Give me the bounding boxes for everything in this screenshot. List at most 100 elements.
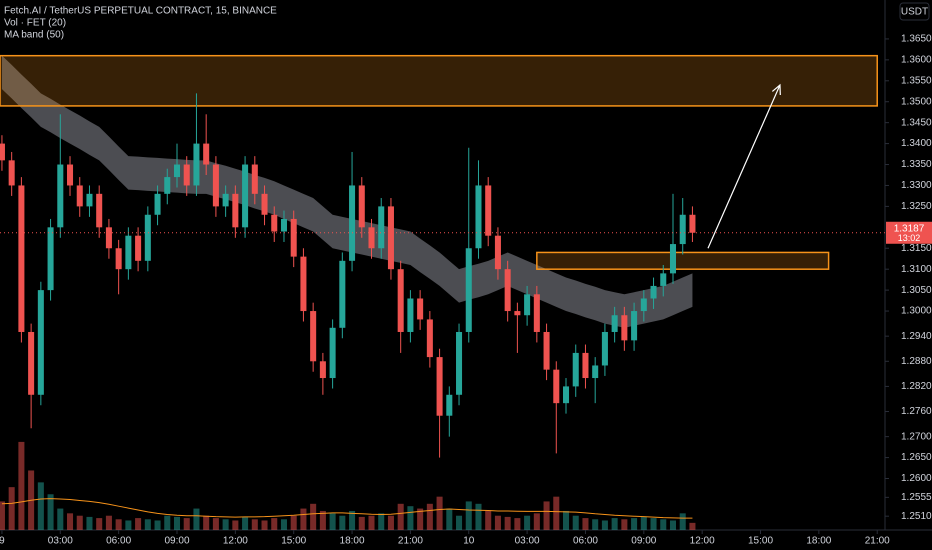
indicator-label: MA band (50) (4, 30, 64, 41)
volume-bar (611, 518, 618, 530)
candle-body (96, 193, 103, 228)
volume-bar (601, 520, 608, 530)
x-tick-label: 06:00 (106, 536, 131, 547)
x-tick-label: 09:00 (164, 536, 189, 547)
volume-bar (271, 518, 278, 530)
y-tick-label: 1.3500 (901, 96, 932, 107)
x-tick-label: 09:00 (631, 536, 656, 547)
volume-bar (660, 519, 667, 530)
y-tick-label: 1.2820 (901, 381, 932, 392)
candle-body (37, 290, 44, 395)
volume-bar (125, 520, 132, 530)
volume-bar (446, 508, 453, 530)
volume-bar (329, 513, 336, 530)
candle-body (222, 193, 229, 207)
volume-ma-line (1, 498, 693, 519)
volume-bar (222, 519, 229, 530)
candle-body (504, 269, 511, 312)
ma-band (1, 55, 693, 328)
candle-body (125, 235, 132, 270)
x-tick-label: 18:00 (806, 536, 831, 547)
volume-bar (494, 515, 501, 530)
candle-body (660, 273, 667, 286)
volume-bar (475, 503, 482, 530)
candle-body (290, 218, 297, 257)
volume-bar (319, 510, 326, 530)
volume-bar (504, 516, 511, 530)
x-tick-label: 03:00 (515, 536, 540, 547)
y-tick-label: 1.2510 (901, 511, 932, 522)
volume-bar (669, 520, 677, 530)
volume-bar (397, 503, 404, 530)
candle-body (669, 244, 677, 274)
candle-body (329, 327, 336, 379)
candle-body (47, 227, 54, 291)
y-tick-label: 1.3550 (901, 75, 932, 86)
y-tick-label: 1.3300 (901, 180, 932, 191)
candle-body (407, 298, 414, 332)
volume-bar (76, 515, 83, 530)
volume-bar (86, 516, 93, 530)
y-tick-label: 1.3600 (901, 55, 932, 66)
x-tick-label: 18:00 (340, 536, 365, 547)
volume-bar (407, 506, 414, 530)
candle-body (67, 164, 74, 186)
volume-bar (339, 515, 346, 530)
volume-bar (203, 515, 210, 530)
candle-body (203, 143, 210, 165)
candle-body (562, 386, 570, 404)
volume-bar (164, 515, 171, 530)
volume-bar (524, 515, 531, 530)
volume-bar (465, 501, 472, 530)
candle-body (436, 357, 443, 416)
currency-label[interactable]: USDT (901, 7, 928, 18)
volume-bar (650, 518, 657, 530)
candle-body (8, 160, 15, 186)
volume-bar (96, 518, 103, 530)
volume-bar (115, 519, 122, 530)
candle-body (543, 331, 550, 370)
volume-bar (514, 518, 521, 530)
volume-bar (173, 516, 181, 530)
x-tick-label: 12:00 (223, 536, 248, 547)
volume-bar (562, 510, 570, 530)
volume-bar (251, 519, 258, 530)
candle-body (456, 331, 463, 395)
volume-bar (242, 516, 249, 530)
volume-bar (310, 503, 317, 530)
candle-body (494, 235, 501, 270)
volume-bar (300, 508, 307, 530)
candle-body (611, 315, 618, 332)
volume-bar (232, 520, 239, 530)
candle-body (533, 294, 540, 332)
volume-bar (261, 520, 268, 530)
currency-box[interactable] (899, 2, 930, 21)
candle-body (76, 185, 83, 207)
candle-body (485, 185, 492, 236)
candle-body (339, 260, 346, 328)
plot-area (0, 54, 885, 530)
volume-bar (592, 519, 599, 530)
candle-body (173, 164, 181, 178)
x-tick-label: 06:00 (573, 536, 598, 547)
candle-body (650, 285, 657, 299)
candle-body (397, 269, 404, 332)
candle-body (553, 369, 560, 404)
volume-bar (679, 513, 686, 530)
candle-body (621, 315, 628, 341)
volume-bar (183, 518, 190, 530)
y-tick-label: 1.3650 (901, 34, 932, 45)
volume-bar (378, 513, 385, 530)
volume-bar (37, 482, 44, 530)
volume-bar (417, 508, 424, 530)
candle-body (280, 218, 287, 232)
candle-body (212, 164, 219, 207)
candle-body (251, 164, 258, 194)
candle-body (164, 177, 171, 194)
volume-bar (631, 518, 638, 530)
candle-body (193, 143, 200, 186)
volume-bar (426, 503, 433, 530)
y-tick-label: 1.3000 (901, 306, 932, 317)
volume-bar (358, 516, 365, 530)
